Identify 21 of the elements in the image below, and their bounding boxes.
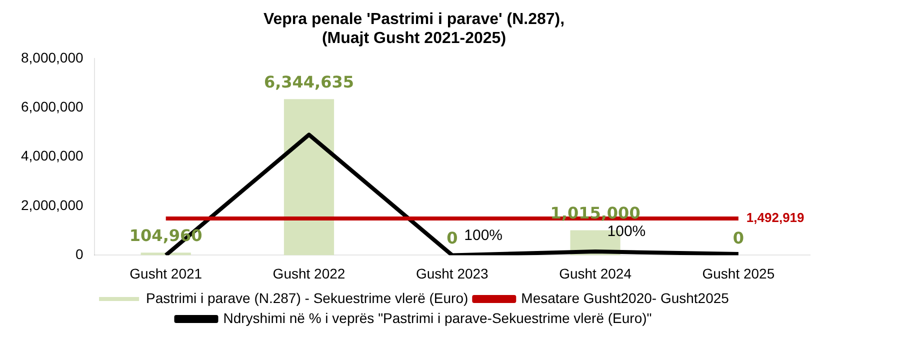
bar <box>284 99 334 256</box>
y-tick-label: 2,000,000 <box>20 196 84 213</box>
legend-label: Pastrimi i parave (N.287) - Sekuestrime vlerë (Euro) <box>146 290 468 306</box>
data-label: 6,344,635 <box>264 72 354 92</box>
annotation: 100% <box>607 223 646 240</box>
legend-label: Mesatare Gusht2020- Gusht2025 <box>521 290 730 306</box>
y-tick-label: 6,000,000 <box>20 98 84 114</box>
x-tick-label: Gusht 2023 <box>416 265 489 282</box>
legend-label: Ndryshimi në % i veprës "Pastrimi i parave-Sekuestrime vlerë (Euro)" <box>223 310 652 326</box>
y-tick-label: 0 <box>75 246 84 262</box>
chart-title: Vepra penale 'Pastrimi i parave' (N.287), (Muajt Gusht 2021-2025) <box>263 11 565 48</box>
data-label: 0 <box>446 228 458 248</box>
y-tick-label: 8,000,000 <box>20 49 84 66</box>
annotation: 100% <box>464 226 503 244</box>
x-tick-label: Gusht 2022 <box>272 265 346 282</box>
x-tick-label: Gusht 2021 <box>130 265 202 282</box>
x-tick-label: Gusht 2024 <box>559 265 632 282</box>
data-label: 1,492,919 <box>746 210 804 226</box>
x-tick-label: Gusht 2025 <box>702 265 775 282</box>
y-tick-label: 4,000,000 <box>20 148 84 164</box>
data-label: 0 <box>732 228 744 248</box>
